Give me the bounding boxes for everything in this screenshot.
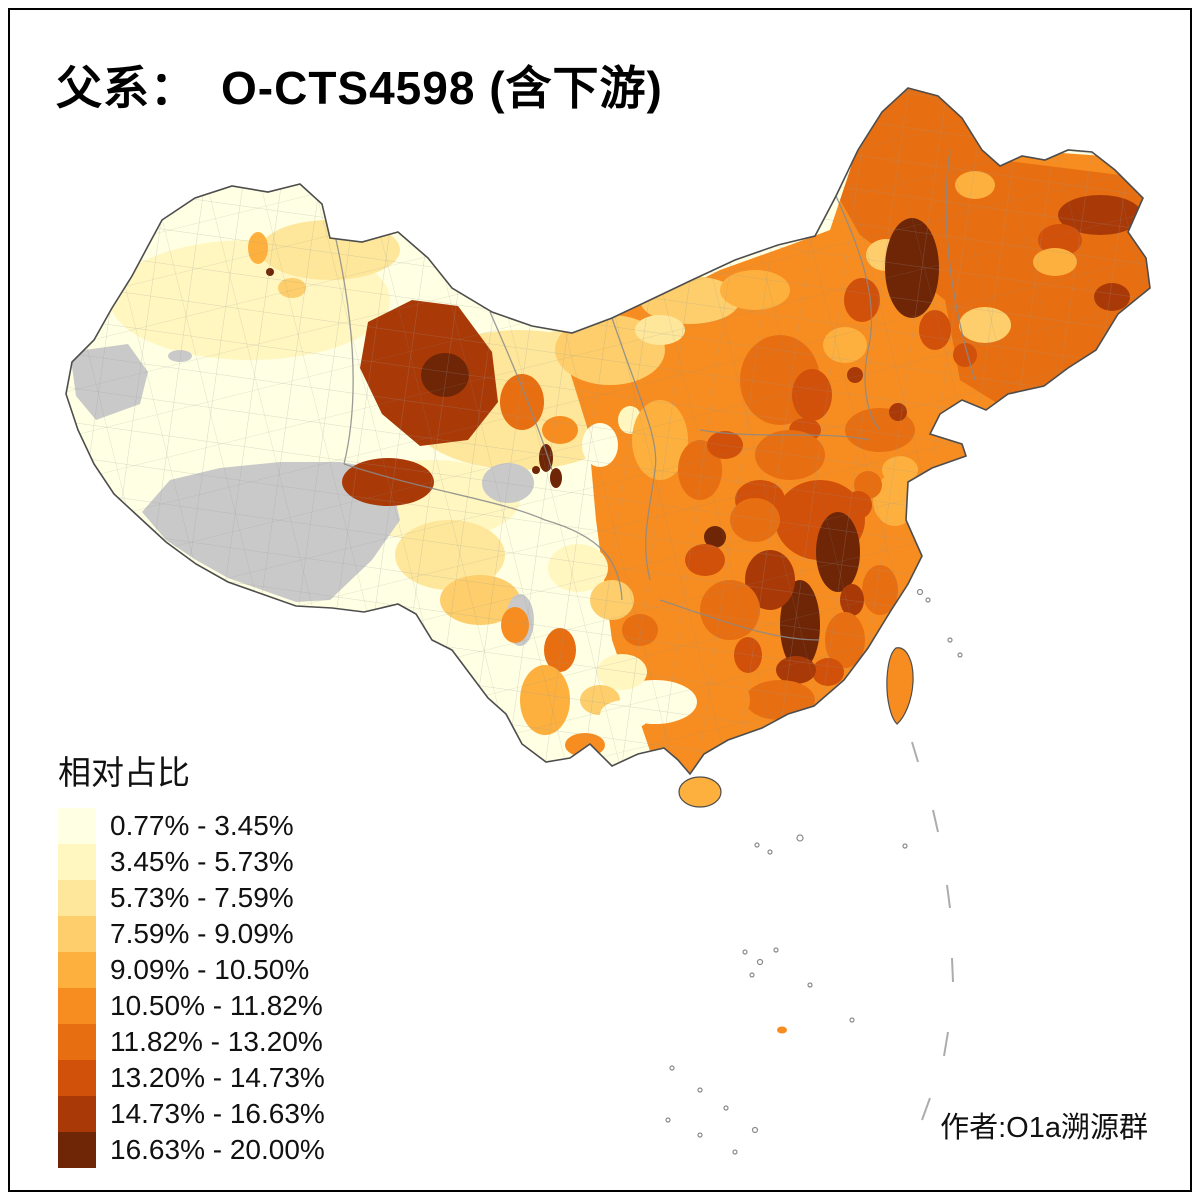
legend-rows: 0.77% - 3.45% 3.45% - 5.73% 5.73% - 7.59% 7…	[58, 808, 325, 1168]
legend-row: 5.73% - 7.59%	[58, 880, 325, 916]
map-detail	[751, 1126, 759, 1134]
map-detail	[911, 741, 919, 763]
legend-label: 9.09% - 10.50%	[110, 954, 310, 985]
map-detail	[343, 463, 623, 601]
map-detail	[849, 1017, 855, 1023]
legend-swatch	[58, 880, 96, 916]
map-detail	[947, 637, 953, 643]
legend-swatch	[58, 952, 96, 988]
map-detail	[732, 1149, 738, 1155]
taiwan-island	[886, 647, 914, 725]
map-detail	[951, 957, 954, 983]
legend-label: 0.77% - 3.45%	[110, 810, 294, 841]
legend: 相对占比 0.77% - 3.45% 3.45% - 5.73% 5.73% - 7…	[58, 746, 325, 1168]
hainan-island	[678, 776, 722, 808]
map-detail	[697, 1087, 703, 1093]
legend-swatch	[58, 1132, 96, 1168]
map-detail	[665, 1117, 671, 1123]
legend-swatch	[58, 916, 96, 952]
legend-label: 16.63% - 20.00%	[110, 1134, 325, 1165]
map-detail	[669, 1065, 675, 1071]
map-detail	[749, 972, 755, 978]
map-detail	[807, 982, 813, 988]
map-detail	[699, 429, 871, 441]
legend-row: 7.59% - 9.09%	[58, 916, 325, 952]
legend-row: 9.09% - 10.50%	[58, 952, 325, 988]
map-detail	[327, 205, 354, 465]
island-speck	[777, 1026, 787, 1034]
legend-swatch	[58, 844, 96, 880]
province-borders	[327, 149, 976, 641]
map-detail	[611, 317, 657, 581]
legend-title: 相对占比	[58, 754, 190, 791]
map-detail	[773, 947, 779, 953]
mainland-outline	[65, 87, 1151, 776]
legend-swatch	[58, 988, 96, 1024]
legend-swatch	[58, 808, 96, 844]
legend-label: 14.73% - 16.63%	[110, 1098, 325, 1129]
author-credit: 作者:O1a溯源群	[940, 1112, 1148, 1144]
map-detail	[796, 834, 804, 842]
map-detail	[925, 597, 931, 603]
map-detail	[943, 1031, 949, 1057]
legend-label: 11.82% - 13.20%	[110, 1026, 323, 1057]
map-detail	[697, 1132, 703, 1138]
legend-label: 5.73% - 7.59%	[110, 882, 294, 913]
legend-row: 10.50% - 11.82%	[58, 988, 325, 1024]
map-detail	[659, 599, 821, 641]
map-detail	[916, 588, 924, 596]
south-china-sea-islands	[665, 588, 963, 1155]
nine-dash-line	[911, 741, 954, 1121]
map-detail	[754, 842, 760, 848]
legend-row: 16.63% - 20.00%	[58, 1132, 325, 1168]
map-detail	[767, 849, 773, 855]
legend-label: 3.45% - 5.73%	[110, 846, 294, 877]
map-detail	[902, 843, 908, 849]
legend-swatch	[58, 1024, 96, 1060]
legend-row: 14.73% - 16.63%	[58, 1096, 325, 1132]
map-detail	[489, 311, 553, 471]
map-detail	[957, 652, 963, 658]
legend-swatch	[58, 1096, 96, 1132]
legend-label: 7.59% - 9.09%	[110, 918, 294, 949]
map-detail	[835, 195, 881, 431]
map-detail	[932, 809, 939, 833]
map-detail	[945, 149, 976, 381]
legend-swatch	[58, 1060, 96, 1096]
map-detail	[742, 949, 748, 955]
legend-row: 3.45% - 5.73%	[58, 844, 325, 880]
legend-row: 13.20% - 14.73%	[58, 1060, 325, 1096]
map-detail	[756, 958, 764, 966]
legend-row: 0.77% - 3.45%	[58, 808, 325, 844]
map-detail	[723, 1105, 729, 1111]
legend-label: 10.50% - 11.82%	[110, 990, 323, 1021]
page-title: 父系： O-CTS4598 (含下游)	[56, 62, 663, 114]
legend-row: 11.82% - 13.20%	[58, 1024, 325, 1060]
legend-label: 13.20% - 14.73%	[110, 1062, 325, 1093]
map-detail	[921, 1097, 931, 1121]
map-detail	[946, 884, 951, 909]
